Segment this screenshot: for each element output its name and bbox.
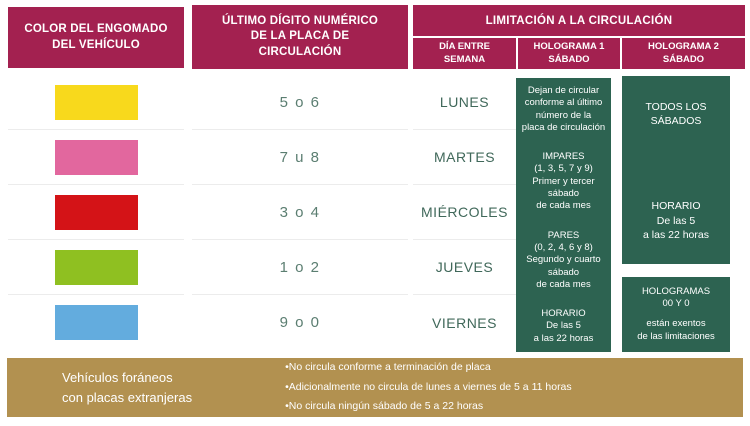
header-limitacion-title: LIMITACIÓN A LA CIRCULACIÓN — [413, 5, 745, 36]
plate-digits: 5 o 6 — [279, 93, 321, 111]
footer-rule-item: •No circula conforme a terminación de pl… — [285, 361, 491, 374]
table-row-digits: 9 o 0 — [192, 295, 408, 350]
sticker-swatch-green — [54, 249, 138, 285]
weekday-label: MARTES — [433, 149, 496, 165]
table-row-digits: 7 u 8 — [192, 130, 408, 185]
hologram1-impares-rule: IMPARES (1, 3, 5, 7 y 9) Primer y tercer… — [532, 151, 595, 212]
foreign-vehicles-label: Vehículos foráneos con placas extranjera… — [62, 370, 193, 405]
plate-digits: 1 o 2 — [279, 258, 321, 276]
footer-rule-item: •No circula ningún sábado de 5 a 22 hora… — [285, 400, 484, 413]
table-row-digits: 1 o 2 — [192, 240, 408, 295]
subheader-holograma-1: HOLOGRAMA 1 SÁBADO — [518, 38, 620, 69]
table-row-swatch — [8, 295, 184, 350]
table-row-swatch — [8, 130, 184, 185]
hologramas-exentos-note: están exentos de las limitaciones — [637, 318, 715, 342]
table-row-swatch — [8, 240, 184, 295]
table-row-day: JUEVES — [413, 240, 516, 295]
hologram2-saturdays-panel: TODOS LOS SÁBADOS HORARIO De las 5 a las… — [622, 76, 730, 264]
header-limitacion-group: LIMITACIÓN A LA CIRCULACIÓN DÍA ENTRE SE… — [413, 5, 745, 69]
foreign-plates-footer: Vehículos foráneos con placas extranjera… — [7, 358, 743, 417]
hologram1-pares-rule: PARES (0, 2, 4, 6 y 8) Segundo y cuarto … — [526, 229, 601, 290]
hologram1-general-rule: Dejan de circular conforme al último núm… — [521, 85, 606, 134]
weekday-label: VIERNES — [432, 314, 497, 331]
hologram2-horario: HORARIO De las 5 a las 22 horas — [643, 200, 709, 241]
hologram-exempt-panel: HOLOGRAMAS 00 Y 0 están exentos de las l… — [622, 277, 730, 352]
weekday-label: JUEVES — [435, 259, 494, 275]
hologram2-todos-los-sabados: TODOS LOS SÁBADOS — [645, 101, 707, 128]
header-ultimo-digito: ÚLTIMO DÍGITO NUMÉRICO DE LA PLACA DE CI… — [192, 5, 408, 69]
table-row-swatch — [8, 75, 184, 130]
hologram1-rules-panel: Dejan de circular conforme al último núm… — [516, 78, 611, 352]
sticker-swatch-yellow — [54, 84, 138, 120]
table-row-day: VIERNES — [413, 295, 516, 350]
column-plate-digits: 5 o 6 7 u 8 3 o 4 1 o 2 9 o 0 — [192, 75, 408, 350]
header-color-engomado: COLOR DEL ENGOMADO DEL VEHÍCULO — [8, 7, 184, 68]
column-sticker-colors — [8, 75, 184, 350]
foreign-vehicles-rules: •No circula conforme a terminación de pl… — [285, 358, 572, 416]
column-weekdays: LUNES MARTES MIÉRCOLES JUEVES VIERNES — [413, 75, 516, 350]
subheader-holograma-2: HOLOGRAMA 2 SÁBADO — [622, 38, 745, 69]
plate-digits: 7 u 8 — [279, 148, 321, 166]
header-limitacion-subcolumns: DÍA ENTRE SEMANA HOLOGRAMA 1 SÁBADO HOLO… — [413, 38, 745, 69]
table-row-day: LUNES — [413, 75, 516, 130]
table-row-digits: 5 o 6 — [192, 75, 408, 130]
table-row-day: MIÉRCOLES — [413, 185, 516, 240]
plate-digits: 9 o 0 — [279, 314, 321, 331]
sticker-swatch-pink — [54, 139, 138, 175]
hologramas-00-y-0: HOLOGRAMAS 00 Y 0 — [641, 286, 711, 310]
table-row-swatch — [8, 185, 184, 240]
table-row-digits: 3 o 4 — [192, 185, 408, 240]
sticker-swatch-blue — [54, 305, 138, 340]
sticker-swatch-red — [54, 194, 138, 230]
hologram1-horario: HORARIO De las 5 a las 22 horas — [533, 307, 594, 344]
plate-digits: 3 o 4 — [279, 203, 321, 221]
table-row-day: MARTES — [413, 130, 516, 185]
weekday-label: LUNES — [439, 94, 490, 110]
footer-rule-item: •Adicionalmente no circula de lunes a vi… — [285, 380, 572, 393]
subheader-dia-entre-semana: DÍA ENTRE SEMANA — [413, 38, 516, 69]
weekday-label: MIÉRCOLES — [421, 204, 508, 220]
